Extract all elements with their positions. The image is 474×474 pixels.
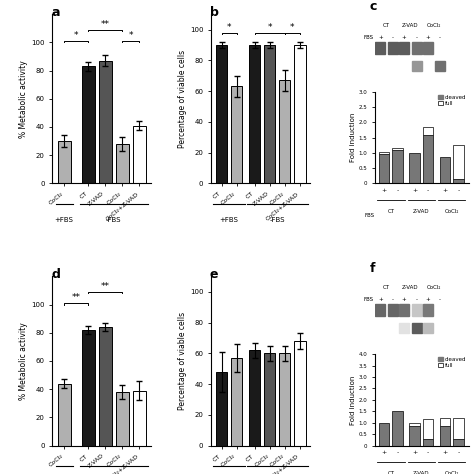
Text: b: b bbox=[210, 6, 219, 19]
Text: -FBS: -FBS bbox=[270, 217, 285, 223]
Bar bbox=[279, 353, 291, 446]
Text: *: * bbox=[227, 23, 231, 32]
Text: **: ** bbox=[100, 20, 109, 29]
Text: *: * bbox=[267, 23, 272, 32]
Y-axis label: Percentage of viable cells: Percentage of viable cells bbox=[178, 50, 187, 148]
Y-axis label: % Metabolic activity: % Metabolic activity bbox=[19, 322, 28, 400]
Bar bbox=[82, 66, 95, 183]
Bar bbox=[294, 341, 306, 446]
Y-axis label: Percentage of viable cells: Percentage of viable cells bbox=[178, 312, 187, 410]
Bar bbox=[231, 358, 242, 446]
Bar bbox=[99, 327, 112, 446]
Bar bbox=[264, 353, 275, 446]
Bar bbox=[99, 61, 112, 183]
Bar bbox=[231, 86, 242, 183]
Bar bbox=[249, 45, 260, 183]
Text: f: f bbox=[370, 262, 375, 275]
Text: c: c bbox=[370, 0, 377, 12]
Y-axis label: % Metabolic activity: % Metabolic activity bbox=[19, 60, 28, 137]
Text: +FBS: +FBS bbox=[219, 217, 238, 223]
Bar bbox=[133, 391, 146, 446]
Bar bbox=[133, 126, 146, 183]
Text: *: * bbox=[290, 23, 294, 32]
Text: a: a bbox=[51, 6, 60, 18]
Text: d: d bbox=[51, 268, 60, 281]
Text: *: * bbox=[74, 31, 78, 40]
Text: -FBS: -FBS bbox=[106, 217, 121, 223]
Bar bbox=[116, 144, 129, 183]
Bar bbox=[58, 141, 71, 183]
Bar bbox=[249, 350, 260, 446]
Text: e: e bbox=[210, 268, 218, 281]
Bar bbox=[82, 330, 95, 446]
Text: **: ** bbox=[72, 293, 81, 302]
Text: +FBS: +FBS bbox=[55, 217, 73, 223]
Bar bbox=[216, 45, 228, 183]
Text: *: * bbox=[128, 31, 133, 40]
Bar bbox=[294, 45, 306, 183]
Text: **: ** bbox=[100, 282, 109, 291]
Bar bbox=[264, 45, 275, 183]
Bar bbox=[279, 81, 291, 183]
Bar bbox=[116, 392, 129, 446]
Bar bbox=[58, 383, 71, 446]
Bar bbox=[216, 372, 228, 446]
